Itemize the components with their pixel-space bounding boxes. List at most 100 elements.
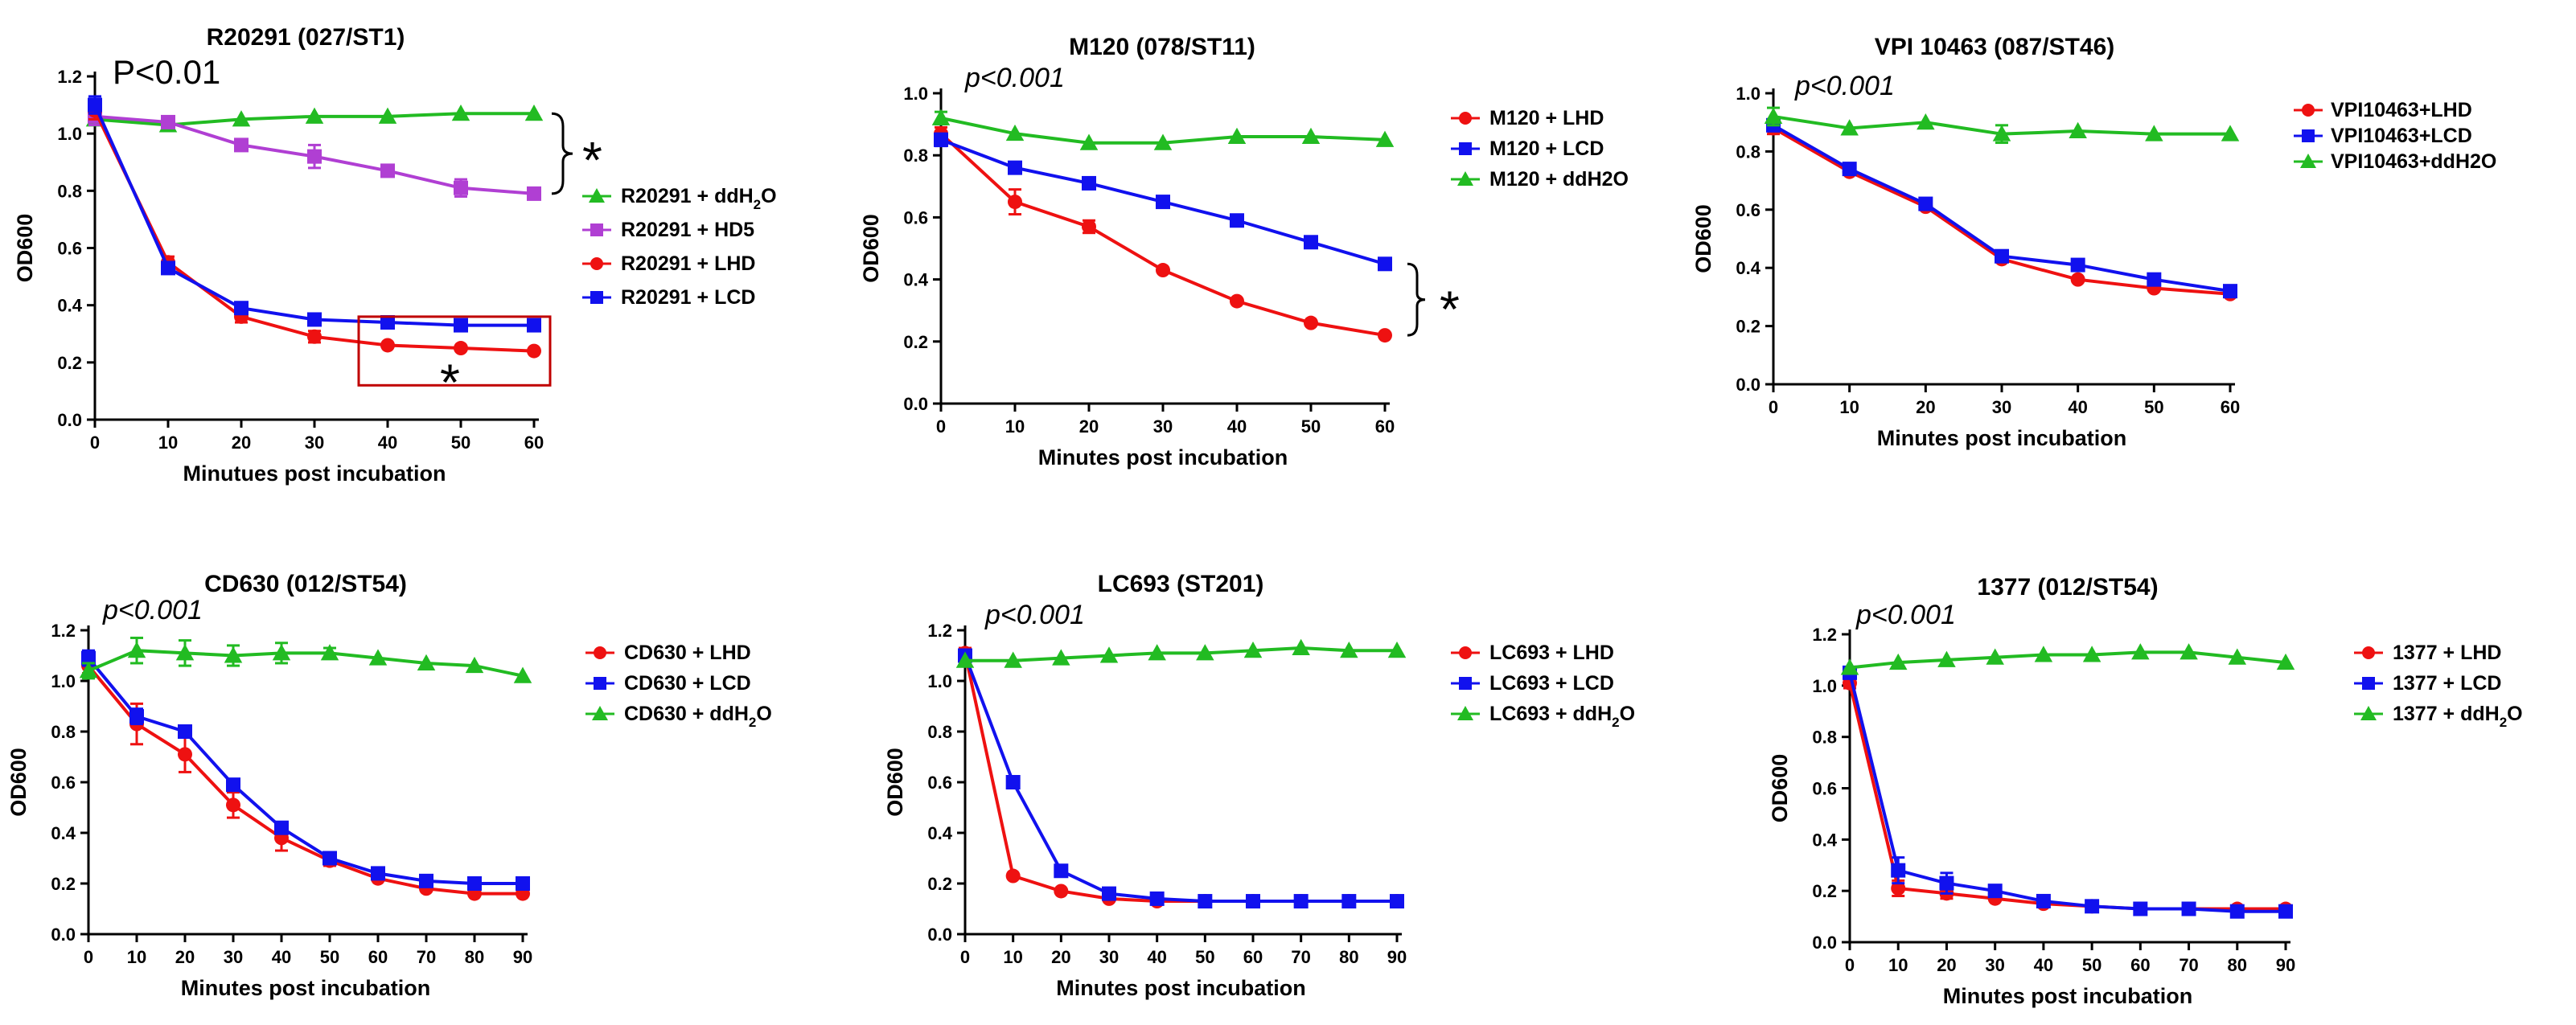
data-point [931,109,951,125]
x-tick-label: 30 [1153,416,1173,437]
series-line [963,654,1397,904]
x-axis-label: Minutes post incubation [181,976,431,1000]
p-value-label: p<0.001 [1855,600,1956,630]
series-green [1764,106,2240,145]
data-point [1156,263,1170,278]
data-point [1005,868,1021,884]
legend-label-main: R20291 + ddH [621,185,754,207]
legend-label: LC693 + LHD [1489,642,1614,664]
data-point [2229,904,2245,919]
series-green [1840,643,2295,675]
data-point [2221,125,2240,141]
data-point [2276,653,2295,670]
p-value-label: p<0.001 [102,595,203,625]
data-point [1378,256,1392,272]
x-tick-label: 50 [1301,416,1321,437]
data-point [1340,641,1358,658]
data-point [2034,646,2053,662]
data-point [368,649,388,666]
series-purple [88,106,541,201]
legend-marker [2302,129,2315,142]
series-red [958,646,1404,909]
data-point [527,343,541,359]
legend-entry: VPI10463+LCD [2294,125,2472,147]
legend-label-tail: O [761,185,776,207]
y-tick-label: 1.0 [903,84,928,104]
legend-entry: CD630 + LHD [585,642,751,664]
data-point [1842,162,1857,177]
series-line [93,104,534,327]
data-point [2085,899,2100,914]
chart-title: CD630 (012/ST54) [204,571,407,597]
x-tick-label: 40 [1147,947,1166,967]
y-tick-label: 0.6 [1736,200,1760,220]
data-point [178,724,192,739]
data-point [234,137,249,153]
legend-label: CD630 + ddH2O [624,703,772,730]
legend-label: CD630 + LHD [624,642,751,664]
data-point [467,876,482,891]
y-tick-label: 0.0 [1736,375,1760,395]
data-point [2181,901,2196,916]
x-tick-label: 10 [1839,397,1859,417]
legend-marker [2302,104,2315,117]
x-tick-label: 10 [158,433,178,453]
y-tick-label: 0.4 [57,296,82,316]
x-tick-label: 50 [2082,955,2101,975]
series-blue [88,95,541,333]
legend-label-subscript: 2 [754,197,761,212]
x-tick-label: 20 [1051,947,1070,967]
data-point [454,341,468,356]
legend-entry: VPI10463+LHD [2294,99,2472,121]
x-tick-label: 40 [272,947,291,967]
series-blue [958,648,1404,909]
y-tick-label: 0.8 [927,722,952,742]
data-point [127,641,146,658]
chart-panel-4: CD630 (012/ST54)p<0.001 0.0 0.2 0.4 0.6 0.8 1.… [6,571,772,1000]
chart-title: 1377 (012/ST54) [1977,574,2158,601]
legend-marker [590,223,603,236]
data-point [1292,638,1310,656]
data-point [1005,124,1025,141]
x-tick-label: 80 [2228,955,2247,975]
legend-marker [594,646,606,659]
data-point [1054,863,1069,879]
x-tick-label: 60 [368,947,388,967]
legend-marker [1459,142,1472,155]
x-tick-label: 30 [1992,397,2011,417]
p-value-label: P<0.01 [113,53,220,91]
data-point [2069,121,2087,139]
x-tick-label: 30 [1099,947,1119,967]
data-point [234,301,249,316]
series-red [81,657,530,901]
series-green [955,638,1407,668]
data-point [320,644,339,661]
y-tick-label: 0.0 [57,410,82,430]
data-point [224,646,243,663]
y-tick-label: 0.6 [57,239,82,259]
data-point [451,105,470,121]
series-blue [1843,665,2293,919]
legend-marker [2362,677,2375,690]
y-tick-label: 0.0 [51,925,76,945]
y-tick-label: 0.2 [903,332,928,352]
data-point [2070,257,2085,273]
data-point [1937,650,1956,667]
x-tick-label: 10 [127,947,146,967]
data-point [1052,649,1070,666]
x-tick-label: 20 [1079,416,1099,437]
x-tick-label: 10 [1888,955,1908,975]
data-point [380,315,395,330]
legend-marker [1459,646,1472,659]
data-point [1082,219,1096,234]
legend-label: R20291 + HD5 [621,219,754,241]
data-point [129,709,144,724]
x-tick-label: 60 [2130,955,2150,975]
series-red [1843,675,2293,916]
y-tick-label: 0.2 [51,874,76,894]
y-axis-label: OD600 [883,748,907,817]
y-axis-label: OD600 [6,748,31,817]
legend-label: 1377 + ddH2O [2393,703,2523,730]
legend-marker [589,188,605,203]
x-axis-label: Minutues post incubation [183,461,446,486]
